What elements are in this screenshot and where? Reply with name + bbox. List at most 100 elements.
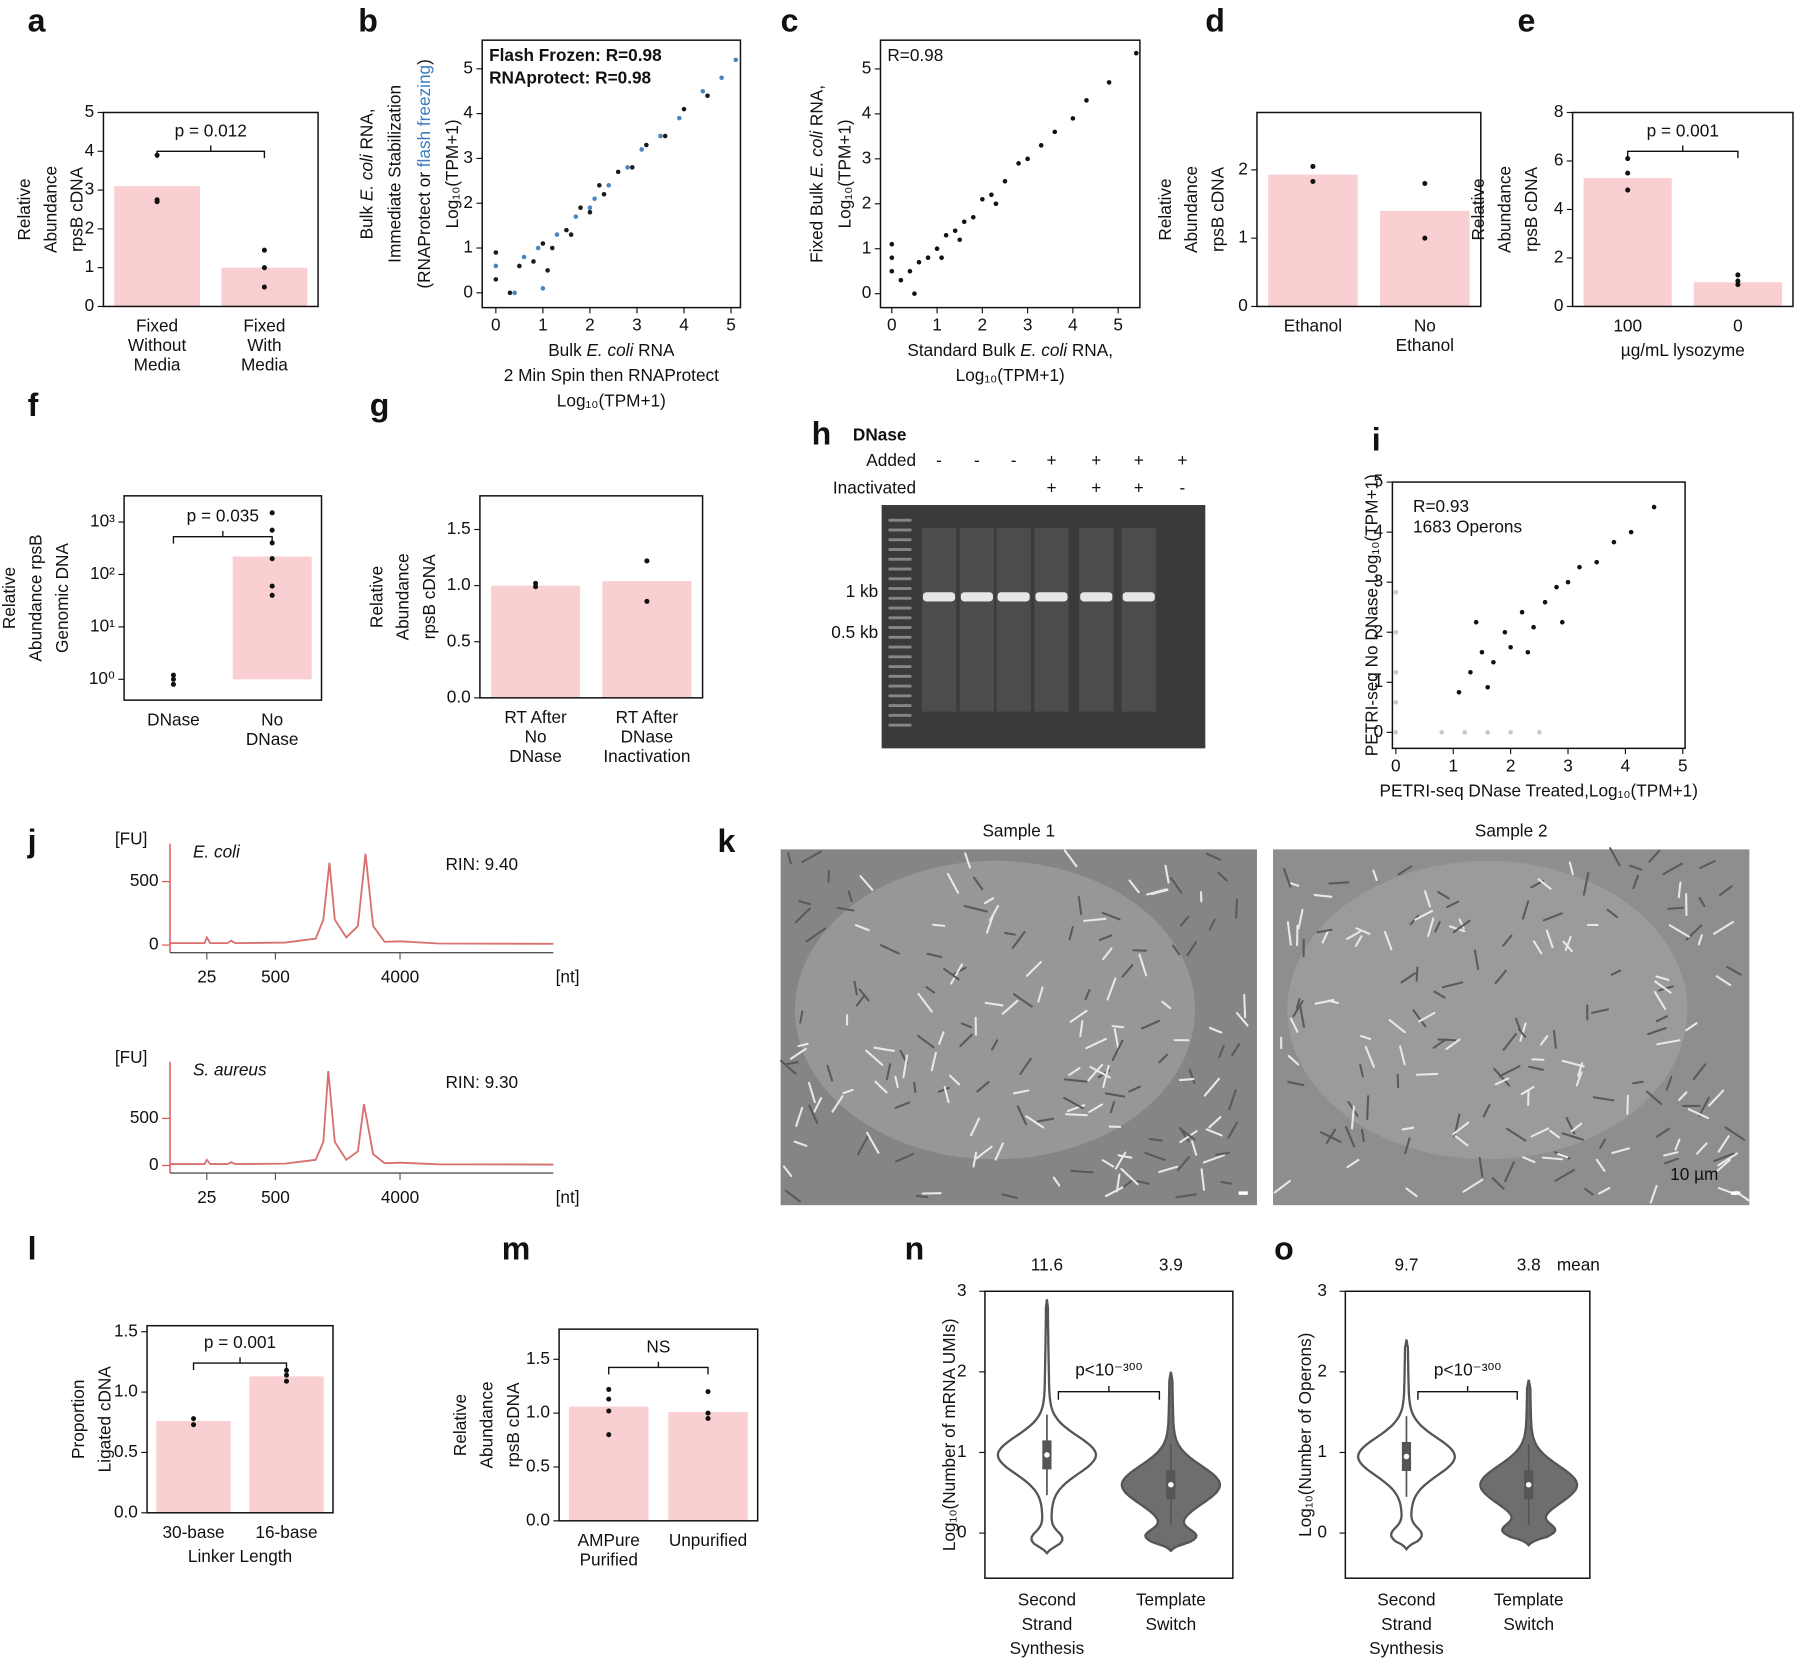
cell (1101, 1159, 1115, 1168)
annotation: R=0.93 (1413, 496, 1469, 516)
size-marker: 0.5 kb (831, 622, 878, 642)
x-axis-label: Linker Length (188, 1546, 292, 1566)
p-value: p<10⁻³⁰⁰ (1434, 1360, 1501, 1380)
cell (1404, 1137, 1411, 1155)
cell (1328, 881, 1350, 885)
cell (1599, 1138, 1606, 1149)
cell (1346, 1158, 1360, 1169)
scatter-point (1002, 179, 1008, 184)
cell (1405, 1187, 1418, 1198)
scatter-point (554, 232, 560, 237)
cell (1668, 924, 1690, 938)
cell (1561, 1059, 1585, 1068)
bar (249, 1376, 324, 1513)
cell (1606, 908, 1619, 919)
cell (1626, 1094, 1629, 1115)
cell (1409, 914, 1420, 926)
x-tick-label: 5 (1678, 755, 1688, 775)
cell (1191, 1140, 1198, 1156)
cell (1388, 1019, 1406, 1034)
replicate-point (1735, 278, 1741, 284)
cell (885, 1063, 892, 1081)
cell (1502, 1032, 1517, 1051)
y-tick-label: 1.0 (114, 1381, 138, 1401)
cell (1397, 865, 1413, 876)
cell (1494, 969, 1507, 985)
lane-sign: - (974, 450, 980, 470)
cell (1104, 1092, 1126, 1098)
cell (1654, 980, 1672, 994)
x-tick-label: 3 (1563, 755, 1573, 775)
x-tick-label: DNase (621, 727, 674, 747)
replicate-point (1422, 180, 1428, 187)
x-tick-label: Second (1018, 1590, 1076, 1610)
scatter-point (587, 205, 593, 211)
x-tick-label: With (247, 335, 281, 355)
text-segment: flash freezing (413, 65, 433, 167)
cell (1522, 1156, 1536, 1164)
scatter-point (540, 241, 546, 246)
y-tick-label: 3 (1374, 571, 1384, 591)
cell (1595, 1158, 1606, 1172)
y-tick-label: 0 (85, 295, 95, 315)
cell (1085, 1037, 1107, 1050)
cell (853, 980, 858, 996)
scatter-point (889, 268, 895, 274)
cell (1360, 1034, 1372, 1041)
scatter-point (568, 232, 574, 237)
cell (926, 952, 943, 959)
y-axis-label: Log₁₀(Number of mRNA UMIs) (939, 1318, 959, 1551)
p-value: p<10⁻³⁰⁰ (1075, 1360, 1142, 1380)
cell (1674, 1138, 1681, 1151)
cell (1399, 1045, 1406, 1066)
panel-letter: h (812, 416, 832, 452)
lane-sign: + (1046, 478, 1056, 498)
cell (902, 1054, 909, 1079)
cell (1697, 934, 1703, 946)
scatter-point (719, 75, 724, 81)
cell (1557, 1152, 1569, 1159)
ladder-band (888, 626, 912, 629)
scatter-point (1462, 730, 1468, 735)
cell (1227, 1121, 1238, 1139)
x-tick-label: 25 (197, 966, 216, 986)
significance-bracket (192, 1357, 288, 1371)
p-value: NS (646, 1337, 670, 1357)
scatter-point (535, 245, 541, 251)
replicate-point (644, 558, 650, 564)
cell (1598, 1187, 1611, 1195)
cell (865, 1049, 884, 1066)
cell (1415, 966, 1419, 982)
cell (1128, 1085, 1141, 1093)
p-value: p = 0.001 (204, 1332, 276, 1352)
cell (915, 1194, 929, 1199)
cell (808, 1104, 819, 1124)
annotation: RNAprotect: R=0.98 (489, 68, 651, 88)
median (1403, 1453, 1410, 1460)
cell (1068, 926, 1074, 941)
cell (1537, 878, 1552, 890)
panel-letter: o (1274, 1231, 1294, 1267)
panel-letter: l (28, 1231, 37, 1267)
cell (1235, 1011, 1249, 1027)
cell (1482, 1104, 1491, 1118)
y-tick-label: 1.5 (447, 518, 471, 538)
replicate-point (283, 1378, 290, 1384)
cell (1208, 1116, 1222, 1129)
sample-label: S. aureus (193, 1059, 267, 1079)
cell (1209, 1026, 1223, 1034)
replicate-point (1310, 178, 1316, 184)
cell (1019, 1057, 1032, 1075)
y-axis-label: (RNAProtect or flash freezing) (413, 59, 433, 288)
lane-sign: + (1177, 450, 1187, 470)
y-tick-label: 0 (149, 1154, 159, 1174)
cell (1454, 1135, 1469, 1147)
y-tick-label: 1.5 (526, 1348, 550, 1368)
replicate-point (261, 284, 267, 290)
cell (1685, 1022, 1698, 1032)
cell (1164, 864, 1170, 884)
cell (1287, 1080, 1305, 1087)
scatter-point (1468, 669, 1473, 675)
cell (1667, 906, 1685, 910)
